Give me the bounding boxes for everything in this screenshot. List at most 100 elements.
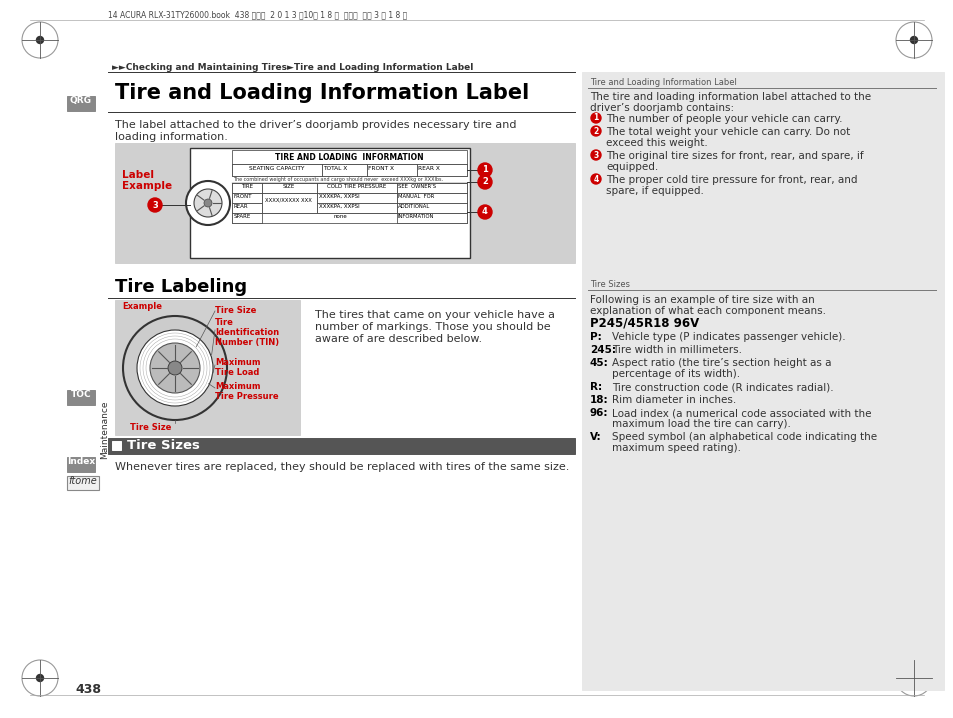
Text: SIZE: SIZE <box>283 184 294 189</box>
Circle shape <box>590 150 600 160</box>
Text: spare, if equipped.: spare, if equipped. <box>605 186 703 196</box>
Bar <box>67 96 95 111</box>
Text: 45:: 45: <box>589 358 608 368</box>
Text: XXXX/XXXXX XXX: XXXX/XXXXX XXX <box>265 197 312 202</box>
Text: aware of are described below.: aware of are described below. <box>314 334 481 344</box>
Bar <box>316 183 396 193</box>
Bar <box>108 438 575 454</box>
Bar <box>396 183 467 193</box>
Circle shape <box>204 199 212 207</box>
Text: 96:: 96: <box>589 408 608 418</box>
Text: Number (TIN): Number (TIN) <box>214 338 279 347</box>
Circle shape <box>477 205 492 219</box>
Text: FRONT: FRONT <box>233 194 253 199</box>
Text: 1: 1 <box>593 113 598 123</box>
Circle shape <box>123 316 227 420</box>
Text: SPARE: SPARE <box>233 214 251 219</box>
Text: Tire Labeling: Tire Labeling <box>115 278 247 296</box>
Text: 2: 2 <box>593 126 598 136</box>
Text: XXXKPA, XXPSI: XXXKPA, XXPSI <box>318 204 359 209</box>
Text: COLD TIRE PRESSURE: COLD TIRE PRESSURE <box>327 184 386 189</box>
Bar <box>190 148 470 258</box>
Text: Identification: Identification <box>214 328 279 337</box>
Text: ADDITIONAL: ADDITIONAL <box>397 204 430 209</box>
Text: Maintenance: Maintenance <box>100 401 110 460</box>
Bar <box>232 164 467 176</box>
Text: 438: 438 <box>75 683 101 696</box>
Text: 2: 2 <box>481 177 487 187</box>
Text: SEE  OWNER’S: SEE OWNER’S <box>397 184 436 189</box>
Text: Example: Example <box>122 302 162 311</box>
Text: INFORMATION: INFORMATION <box>397 214 434 219</box>
Bar <box>115 300 299 435</box>
Circle shape <box>590 113 600 123</box>
Text: P:: P: <box>589 332 601 342</box>
Text: REAR: REAR <box>233 204 249 209</box>
Bar <box>581 72 943 690</box>
Text: ►►Checking and Maintaining Tires►Tire and Loading Information Label: ►►Checking and Maintaining Tires►Tire an… <box>112 63 473 72</box>
Text: QRG: QRG <box>70 96 91 105</box>
Text: The original tire sizes for front, rear, and spare, if: The original tire sizes for front, rear,… <box>605 151 862 161</box>
Bar <box>232 213 262 223</box>
Bar <box>396 213 467 223</box>
Text: Index: Index <box>67 457 95 466</box>
Text: Tire width in millimeters.: Tire width in millimeters. <box>612 345 741 355</box>
Text: Tire and Loading Information Label: Tire and Loading Information Label <box>115 83 529 103</box>
Bar <box>262 183 316 193</box>
Text: Maximum: Maximum <box>214 358 260 367</box>
Text: V:: V: <box>589 432 601 442</box>
Bar <box>316 203 396 213</box>
Text: Vehicle type (P indicates passenger vehicle).: Vehicle type (P indicates passenger vehi… <box>612 332 844 342</box>
Bar <box>232 193 262 203</box>
Text: TOTAL X: TOTAL X <box>323 166 347 170</box>
Bar <box>367 164 416 176</box>
Text: TIRE: TIRE <box>241 184 253 189</box>
Text: MANUAL  FOR: MANUAL FOR <box>397 194 434 199</box>
Text: REAR X: REAR X <box>417 166 439 170</box>
Text: explanation of what each component means.: explanation of what each component means… <box>589 306 825 316</box>
Bar <box>67 390 95 405</box>
Circle shape <box>590 174 600 184</box>
Circle shape <box>477 175 492 189</box>
Text: none: none <box>333 214 347 219</box>
Text: The total weight your vehicle can carry. Do not: The total weight your vehicle can carry.… <box>605 127 849 137</box>
Text: Tire Load: Tire Load <box>214 368 259 377</box>
Circle shape <box>193 189 222 217</box>
Text: Maximum: Maximum <box>214 382 260 391</box>
Text: 3: 3 <box>593 151 598 159</box>
Circle shape <box>477 163 492 177</box>
Text: FRONT X: FRONT X <box>368 166 394 170</box>
Text: equipped.: equipped. <box>605 162 658 172</box>
Circle shape <box>150 343 200 393</box>
Text: P245/45R18 96V: P245/45R18 96V <box>589 317 699 330</box>
Text: Tire construction code (R indicates radial).: Tire construction code (R indicates radi… <box>612 382 833 392</box>
Text: Tire and Loading Information Label: Tire and Loading Information Label <box>589 78 736 87</box>
Text: 3: 3 <box>152 200 157 210</box>
Bar <box>232 213 467 223</box>
Circle shape <box>36 37 44 44</box>
Bar <box>112 441 121 450</box>
Bar <box>232 193 467 213</box>
Text: Load index (a numerical code associated with the: Load index (a numerical code associated … <box>612 408 871 418</box>
Text: maximum load the tire can carry).: maximum load the tire can carry). <box>612 419 790 429</box>
Bar <box>396 203 467 213</box>
Text: percentage of its width).: percentage of its width). <box>612 369 740 379</box>
Text: 1: 1 <box>481 166 487 174</box>
Bar <box>232 183 467 193</box>
Text: Tire Sizes: Tire Sizes <box>589 280 629 289</box>
Bar <box>232 150 467 164</box>
Text: Whenever tires are replaced, they should be replaced with tires of the same size: Whenever tires are replaced, they should… <box>115 462 569 472</box>
Text: Following is an example of tire size with an: Following is an example of tire size wit… <box>589 295 814 305</box>
Text: SEATING CAPACITY: SEATING CAPACITY <box>249 166 304 170</box>
Text: Example: Example <box>122 181 172 191</box>
Text: Tire Pressure: Tire Pressure <box>214 392 278 401</box>
Bar <box>115 143 575 263</box>
Text: The proper cold tire pressure for front, rear, and: The proper cold tire pressure for front,… <box>605 175 857 185</box>
Text: TOC: TOC <box>71 390 91 399</box>
Circle shape <box>148 198 162 212</box>
Text: 4: 4 <box>593 174 598 184</box>
Text: Tire: Tire <box>214 318 233 327</box>
Bar <box>67 476 99 490</box>
Bar <box>316 193 396 203</box>
Text: The number of people your vehicle can carry.: The number of people your vehicle can ca… <box>605 114 841 124</box>
